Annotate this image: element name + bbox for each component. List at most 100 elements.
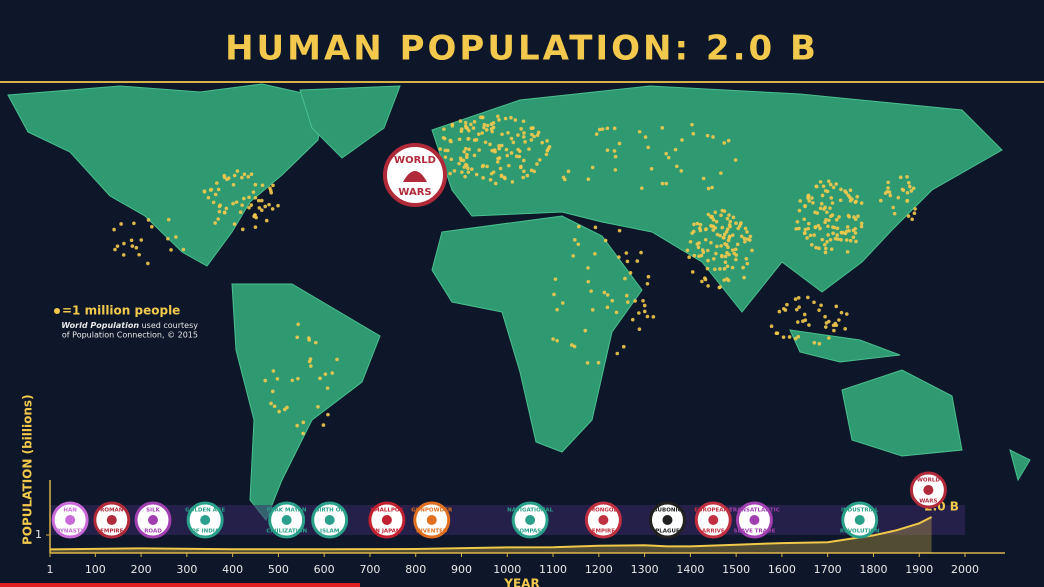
event-badge: HAN DYNASTY	[51, 501, 89, 539]
australia	[841, 369, 963, 457]
population-dot	[263, 378, 268, 383]
population-dot	[906, 214, 911, 218]
population-dot	[706, 284, 710, 288]
population-dot	[831, 231, 835, 236]
population-dot	[734, 253, 739, 257]
population-dot	[725, 264, 730, 269]
population-dot	[830, 213, 835, 217]
population-dot	[633, 299, 637, 303]
event-top: INDUSTRIAL	[841, 508, 879, 514]
population-dot	[497, 118, 501, 122]
population-dot	[734, 221, 738, 225]
population-dot	[818, 226, 822, 231]
population-dot	[449, 157, 454, 162]
population-dot	[225, 177, 229, 182]
population-dot	[816, 223, 821, 228]
population-dot	[645, 314, 650, 319]
population-dot	[697, 254, 701, 259]
population-dot	[259, 198, 264, 203]
population-dot	[330, 371, 335, 375]
event-badge: ROMAN EMPIRE	[93, 501, 131, 539]
y-axis-label: POPULATION (billions)	[21, 394, 35, 545]
population-dot	[466, 136, 471, 141]
population-dot	[797, 305, 801, 309]
population-dot	[232, 222, 237, 226]
event-bottom: EMPIRE	[100, 529, 124, 535]
population-dot	[469, 167, 474, 171]
population-dot	[129, 238, 134, 243]
population-dot	[692, 253, 697, 258]
population-dot	[885, 189, 890, 194]
population-dot	[485, 123, 490, 128]
population-dot	[605, 305, 610, 310]
population-dot	[695, 221, 700, 226]
population-dot	[691, 131, 696, 136]
population-dot	[605, 148, 610, 152]
event-bottom: IN JAPAN	[373, 529, 401, 535]
population-dot	[321, 423, 326, 427]
event-top: GUNPOWDER	[411, 508, 453, 514]
y-tick-label: 1	[35, 528, 42, 541]
population-dot	[834, 304, 839, 309]
population-dot	[538, 158, 542, 162]
population-dot	[817, 308, 821, 312]
population-dot	[457, 137, 462, 142]
population-dot	[272, 404, 277, 409]
population-dot	[115, 244, 120, 248]
population-dot	[769, 324, 774, 329]
population-dot	[474, 138, 479, 142]
population-dot	[641, 298, 645, 303]
population-dot	[806, 221, 811, 226]
event-bottom: REVOLUTION	[840, 529, 880, 535]
population-dot	[504, 147, 509, 152]
greenland	[299, 85, 401, 159]
population-dot	[474, 172, 479, 177]
population-dot	[121, 253, 126, 257]
population-dot	[801, 319, 805, 324]
population-dot	[718, 267, 722, 271]
population-dot	[276, 203, 280, 208]
population-dot	[267, 202, 271, 207]
population-dot	[777, 309, 782, 314]
population-dot	[242, 196, 246, 201]
population-dot	[536, 130, 541, 135]
population-dot	[206, 195, 211, 200]
population-dot	[664, 181, 669, 186]
population-dot	[249, 172, 254, 177]
population-dot	[326, 412, 330, 417]
population-dot	[576, 224, 581, 229]
population-dot	[796, 334, 801, 339]
north-america	[7, 83, 326, 267]
population-dot	[797, 208, 802, 213]
population-dot	[572, 344, 577, 349]
population-dot	[269, 401, 273, 406]
population-dot	[635, 259, 640, 263]
population-dot	[837, 318, 841, 322]
population-dot	[459, 129, 464, 134]
population-dot	[613, 168, 618, 172]
population-dot	[500, 132, 504, 137]
population-dot	[463, 124, 468, 128]
population-dot	[509, 151, 514, 155]
population-dot	[513, 118, 518, 122]
population-dot	[290, 378, 295, 383]
population-dot	[510, 180, 515, 184]
population-dot	[586, 266, 590, 270]
indonesia	[789, 329, 901, 363]
event-icon	[598, 515, 609, 525]
population-dot	[532, 169, 537, 174]
population-dot	[509, 115, 513, 120]
population-dot	[642, 303, 647, 308]
population-dot	[316, 404, 320, 409]
population-dot	[466, 166, 470, 171]
population-dot	[506, 130, 510, 135]
x-tick-label: 100	[85, 563, 106, 576]
event-top: NAVIGATIONAL	[507, 508, 553, 514]
population-dot	[726, 138, 731, 143]
population-dot	[910, 217, 914, 222]
population-dot	[713, 226, 718, 230]
population-dot	[119, 222, 123, 226]
population-dot	[803, 227, 808, 232]
population-dot	[545, 139, 549, 143]
population-dot	[853, 217, 858, 222]
